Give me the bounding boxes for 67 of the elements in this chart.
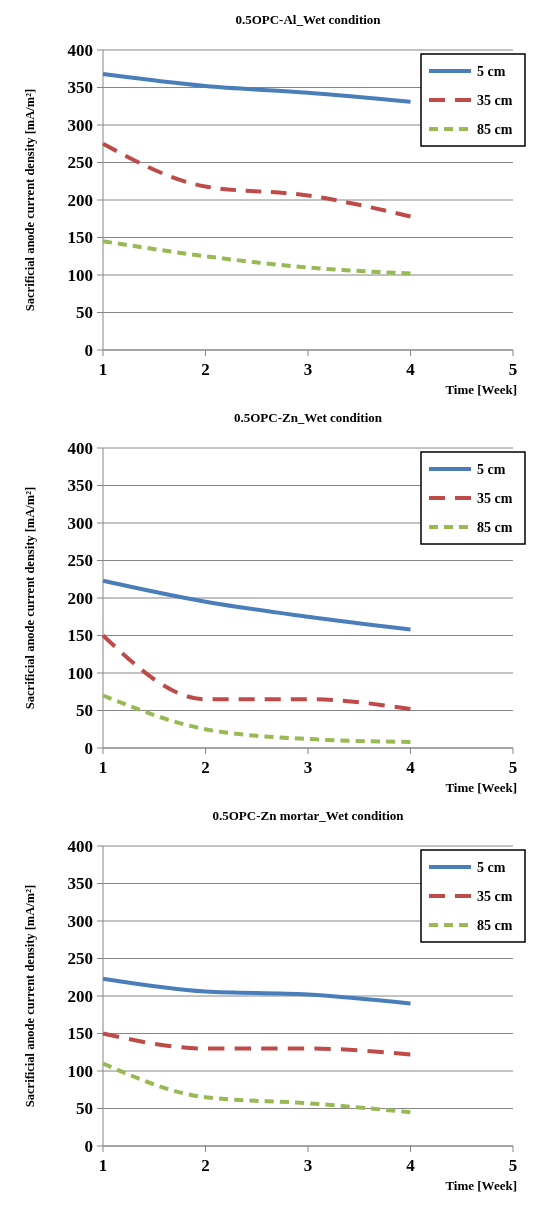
y-axis-title: Sacrificial anode current density [mA/m²] <box>23 88 37 312</box>
x-tick-label: 5 <box>508 758 518 777</box>
x-tick-label: 2 <box>201 360 210 379</box>
line-series <box>101 1061 413 1115</box>
x-tick-label: 3 <box>303 758 313 777</box>
y-tick-label: 350 <box>67 874 93 894</box>
x-axis-title: Time [Week] <box>445 382 517 397</box>
line-series <box>101 976 413 1006</box>
y-tick-label: 200 <box>67 986 93 1006</box>
y-tick-label: 400 <box>67 438 93 458</box>
y-tick-label: 50 <box>76 701 93 721</box>
y-tick-label: 100 <box>67 663 93 683</box>
y-tick-label: 250 <box>67 153 93 173</box>
legend-label: 85 cm <box>477 121 513 137</box>
legend-label: 35 cm <box>477 888 513 904</box>
x-tick-label: 4 <box>406 758 416 777</box>
y-tick-label: 250 <box>67 551 93 571</box>
x-tick-label: 3 <box>303 360 313 379</box>
chart-title: 0.5OPC-Zn_Wet condition <box>233 410 383 425</box>
line-series <box>101 72 413 104</box>
y-tick-label: 200 <box>67 588 93 608</box>
y-tick-label: 400 <box>67 836 93 856</box>
x-tick-label: 4 <box>406 1156 416 1175</box>
x-tick-label: 5 <box>508 1156 518 1175</box>
legend-label: 35 cm <box>477 490 513 506</box>
legend-label: 5 cm <box>477 859 506 875</box>
y-tick-label: 100 <box>67 1061 93 1081</box>
y-tick-label: 300 <box>67 513 93 533</box>
y-tick-label: 350 <box>67 476 93 496</box>
x-tick-label: 1 <box>98 360 108 379</box>
y-tick-label: 0 <box>84 340 93 360</box>
x-tick-label: 5 <box>508 360 518 379</box>
legend-label: 5 cm <box>477 461 506 477</box>
chart-title: 0.5OPC-Zn mortar_Wet condition <box>212 808 405 823</box>
line-series <box>101 239 413 276</box>
y-tick-label: 150 <box>67 626 93 646</box>
x-tick-label: 1 <box>98 758 108 777</box>
line-series <box>101 693 413 744</box>
legend-label: 85 cm <box>477 917 513 933</box>
x-tick-label: 2 <box>201 1156 210 1175</box>
y-tick-label: 350 <box>67 78 93 98</box>
line-series <box>101 578 413 632</box>
y-tick-label: 200 <box>67 190 93 210</box>
y-tick-label: 0 <box>84 738 93 758</box>
legend-label: 85 cm <box>477 519 513 535</box>
y-axis-title: Sacrificial anode current density [mA/m²] <box>23 486 37 710</box>
y-tick-label: 250 <box>67 949 93 969</box>
y-axis-title: Sacrificial anode current density [mA/m²] <box>23 884 37 1108</box>
y-tick-label: 300 <box>67 115 93 135</box>
x-tick-label: 4 <box>406 360 416 379</box>
y-tick-label: 400 <box>67 40 93 60</box>
x-axis-title: Time [Week] <box>445 780 517 795</box>
y-tick-label: 150 <box>67 228 93 248</box>
chart-title: 0.5OPC-Al_Wet condition <box>235 12 382 27</box>
y-tick-label: 300 <box>67 911 93 931</box>
y-tick-label: 150 <box>67 1024 93 1044</box>
x-tick-label: 3 <box>303 1156 313 1175</box>
legend-label: 5 cm <box>477 63 506 79</box>
x-tick-label: 1 <box>98 1156 108 1175</box>
x-tick-label: 2 <box>201 758 210 777</box>
y-tick-label: 50 <box>76 303 93 323</box>
x-axis-title: Time [Week] <box>445 1178 517 1193</box>
line-series <box>101 141 413 219</box>
legend-label: 35 cm <box>477 92 513 108</box>
y-tick-label: 0 <box>84 1136 93 1156</box>
y-tick-label: 100 <box>67 265 93 285</box>
y-tick-label: 50 <box>76 1099 93 1119</box>
